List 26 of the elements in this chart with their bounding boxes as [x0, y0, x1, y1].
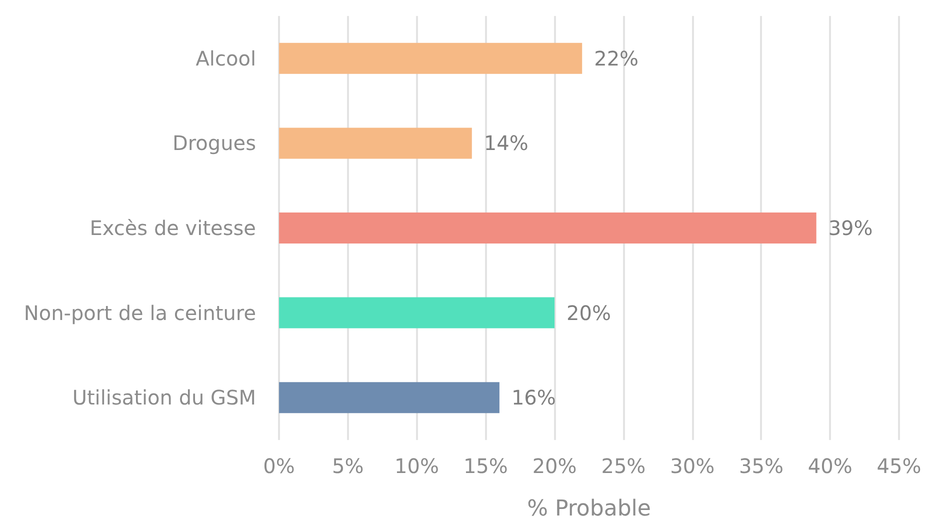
x-tick-label: 25% [601, 454, 646, 478]
x-tick-label: 40% [808, 454, 852, 478]
x-tick-label: 35% [738, 454, 784, 478]
x-tick-label: 15% [463, 454, 508, 478]
bar [279, 128, 472, 159]
data-label: 22% [594, 46, 639, 70]
y-tick-label: Utilisation du GSM [72, 386, 256, 410]
data-label: 39% [828, 216, 873, 240]
data-label: 16% [511, 386, 556, 410]
x-tick-label: 20% [532, 454, 577, 478]
bar [279, 212, 816, 244]
bar [279, 297, 555, 328]
x-tick-label: 45% [876, 454, 922, 478]
x-tick-label: 30% [670, 454, 715, 478]
x-tick-label: 10% [394, 454, 440, 478]
y-tick-label: Excès de vitesse [90, 216, 256, 240]
y-tick-label: Drogues [172, 131, 256, 156]
x-axis-title: % Probable [527, 496, 651, 522]
y-tick-label: Non-port de la ceinture [24, 300, 256, 325]
data-label: 20% [566, 300, 612, 325]
x-tick-label: 5% [332, 454, 364, 478]
x-tick-label: 0% [263, 454, 295, 478]
bar [279, 382, 500, 414]
bar [279, 42, 582, 74]
data-label: 14% [484, 131, 528, 156]
y-tick-label: Alcool [196, 46, 256, 70]
